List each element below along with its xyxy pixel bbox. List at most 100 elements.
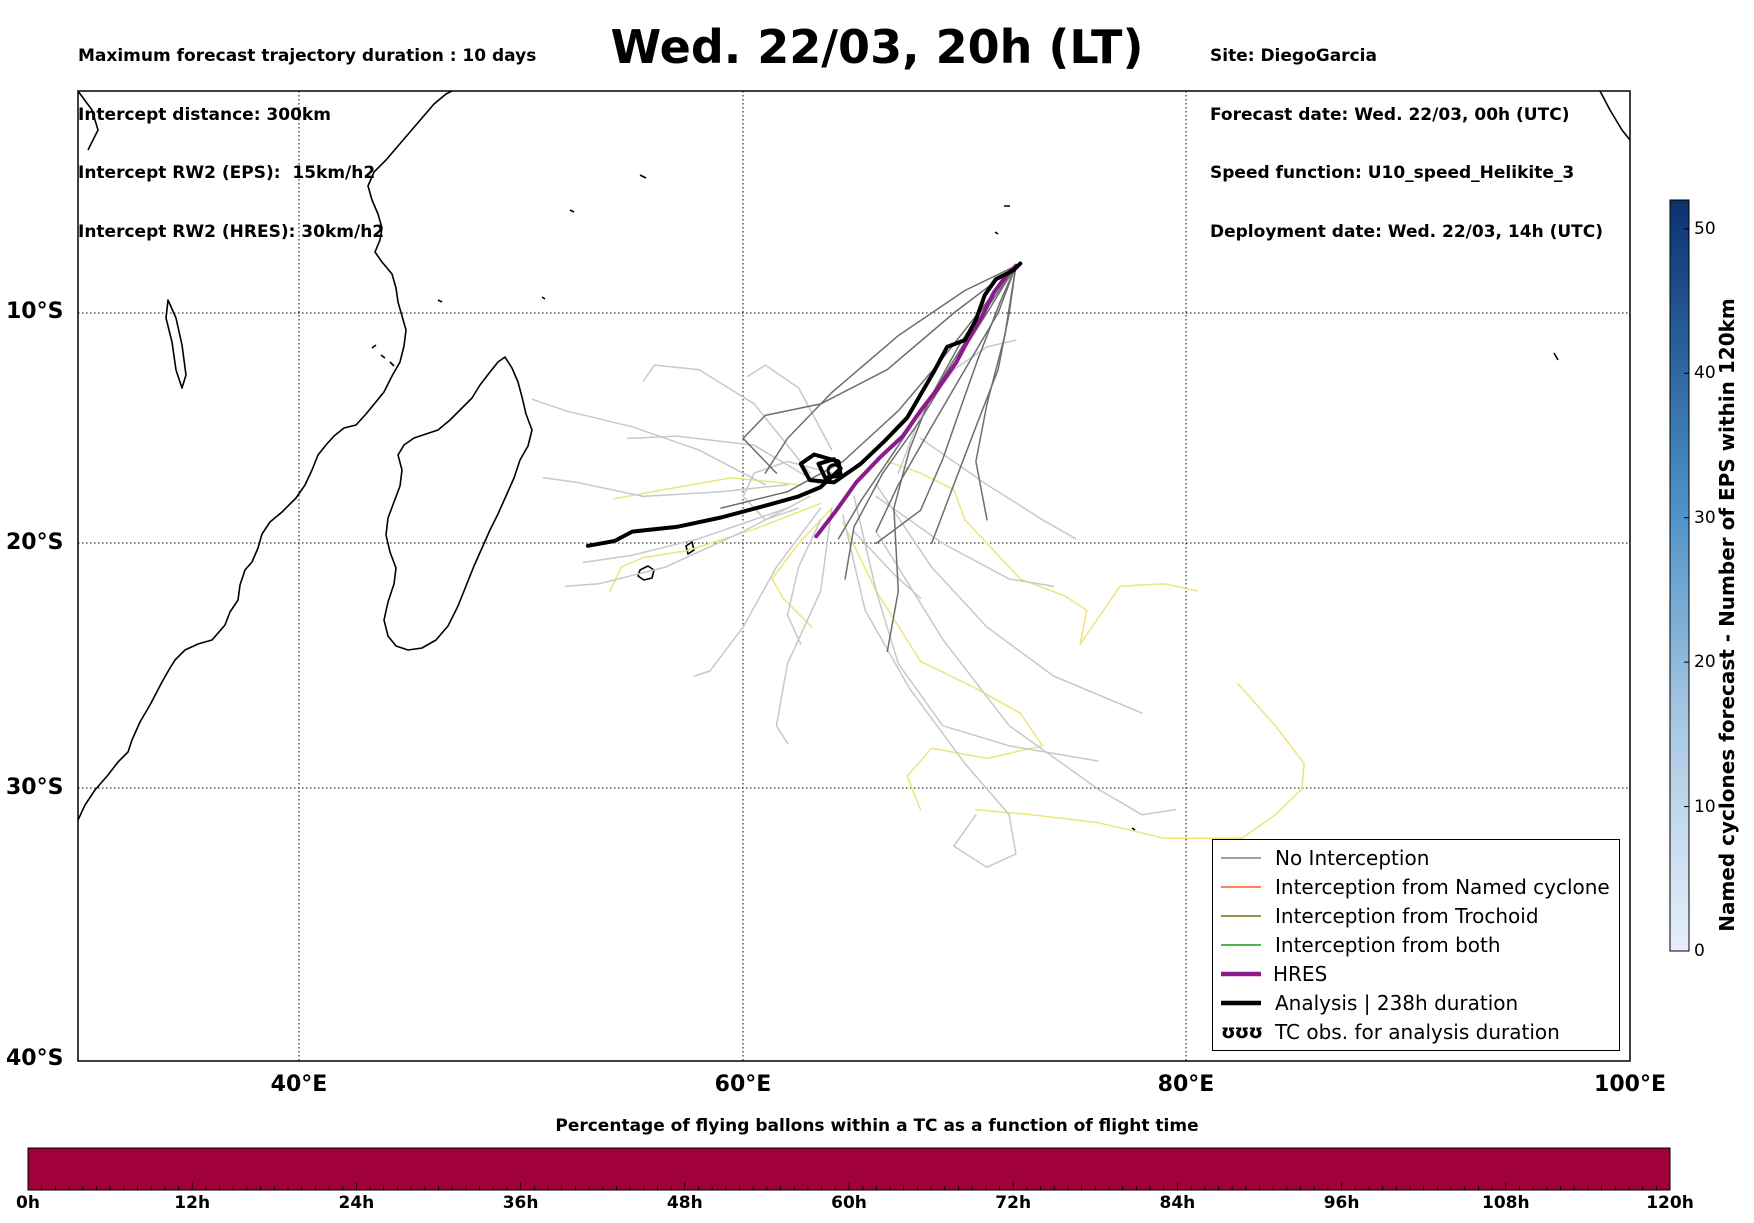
flight-time-colorbar — [27, 1147, 1671, 1191]
lat-label-10s: 10°S — [6, 299, 64, 324]
eps-track — [875, 265, 1017, 545]
coastlines — [78, 91, 1630, 831]
hres-track[interactable] — [814, 263, 1018, 539]
deployment-date-text: Deployment date: Wed. 22/03, 14h (UTC) — [1210, 221, 1604, 242]
bottom-colorbar-tick-label: 0h — [16, 1193, 40, 1213]
legend-label: No Interception — [1275, 846, 1430, 870]
tc-obs-marker — [826, 463, 842, 479]
intercept-hres-text: Intercept RW2 (HRES): 30km/h2 — [78, 221, 385, 242]
lon-label-100e: 100°E — [1594, 1072, 1666, 1097]
eps-tracks-light — [531, 339, 1177, 868]
legend-label: TC obs. for analysis duration — [1275, 1020, 1560, 1044]
eps-tracks-yellow — [609, 460, 1305, 840]
colorbar-tick-label: 40 — [1694, 363, 1716, 384]
eps-track — [919, 437, 1077, 540]
legend-label: Interception from Named cyclone — [1275, 875, 1610, 899]
bottom-colorbar-tick-label: 24h — [338, 1193, 375, 1213]
eps-track — [771, 507, 833, 628]
bottom-colorbar-tick-label: 84h — [1159, 1193, 1196, 1213]
analysis-track[interactable] — [585, 261, 1023, 548]
eps-track — [875, 483, 1143, 714]
eps-track — [531, 398, 767, 486]
lat-label-20s: 20°S — [6, 530, 64, 555]
colorbar-gradient — [1669, 199, 1690, 952]
intercept-eps-text: Intercept RW2 (EPS): 15km/h2 — [78, 163, 376, 183]
eps-track — [775, 507, 833, 745]
intercept-distance-text: Intercept distance: 300km — [78, 104, 331, 125]
reunion-coastline — [637, 565, 655, 581]
eps-track — [875, 495, 1055, 587]
eps-track — [853, 530, 922, 599]
colorbar-tick-label: 30 — [1694, 507, 1716, 528]
eps-track — [897, 339, 1017, 474]
site-parameters: Site: DiegoGarcia Forecast date: Wed. 22… — [1210, 8, 1603, 262]
eps-track — [886, 265, 1017, 653]
eps-tracks-dark — [720, 265, 1017, 653]
lon-label-60e: 60°E — [714, 1072, 772, 1097]
eps-track — [627, 435, 822, 486]
tc-obs-icon: ʊʊʊ — [1221, 1021, 1263, 1043]
eps-track — [875, 265, 1017, 533]
eps-track — [613, 476, 800, 500]
africa-coastline — [78, 91, 453, 821]
colorbar-tick-label: 20 — [1694, 652, 1716, 673]
eps-track — [742, 265, 1017, 474]
eps-track — [642, 364, 811, 474]
eps-track — [875, 530, 1177, 816]
eps-track — [742, 460, 833, 521]
comoros-coastline — [371, 344, 395, 367]
colorbar-label: Named cyclones forecast - Number of EPS … — [1715, 298, 1739, 932]
eps-track — [582, 507, 789, 564]
named-cyclone-colorbar — [1669, 199, 1690, 952]
bottom-colorbar-tick-label: 72h — [995, 1193, 1032, 1213]
eps-track — [609, 502, 822, 592]
map-frame — [77, 90, 1631, 1062]
analysis-track-line — [585, 261, 1023, 548]
colorbar-tick-label: 50 — [1694, 218, 1716, 239]
eps-track — [764, 265, 1017, 474]
colorbar-tick-label: 0 — [1694, 941, 1705, 961]
lat-label-30s: 30°S — [6, 775, 64, 800]
forecast-parameters: Maximum forecast trajectory duration : 1… — [78, 8, 536, 262]
eps-track — [842, 514, 1017, 868]
site-text: Site: DiegoGarcia — [1210, 46, 1377, 66]
bottom-colorbar-tick-label: 36h — [502, 1193, 539, 1213]
eps-track — [842, 521, 1044, 811]
bottom-colorbar-tick-label: 96h — [1323, 1193, 1360, 1213]
bottom-colorbar-tick-label: 12h — [174, 1193, 211, 1213]
eps-track — [975, 682, 1305, 840]
seychelles-coastline — [437, 174, 647, 303]
eps-track — [853, 495, 1099, 762]
bottom-colorbar-tick-label: 108h — [1482, 1193, 1530, 1213]
eps-track — [844, 265, 1017, 580]
madagascar-coastline — [383, 356, 533, 651]
bottom-colorbar-tick-label: 60h — [831, 1193, 867, 1213]
legend-label: Interception from Trochoid — [1275, 904, 1539, 928]
hres-track-line — [814, 263, 1018, 539]
eps-track — [746, 364, 833, 451]
legend-label: Interception from both — [1275, 933, 1501, 957]
eps-track — [693, 507, 822, 677]
max-duration-text: Maximum forecast trajectory duration : 1… — [78, 46, 537, 66]
speed-function-text: Speed function: U10_speed_Helikite_3 — [1210, 163, 1575, 183]
mauritius-coastline — [685, 541, 695, 555]
legend: No Interception Interception from Named … — [1212, 839, 1620, 1051]
eps-track — [975, 265, 1017, 521]
forecast-date-text: Forecast date: Wed. 22/03, 00h (UTC) — [1210, 104, 1570, 125]
eps-track — [786, 519, 822, 645]
lat-label-40s: 40°S — [6, 1046, 64, 1071]
legend-label: Analysis | 238h duration — [1275, 991, 1519, 1015]
lon-label-80e: 80°E — [1157, 1072, 1215, 1097]
bottom-colorbar-tick-label: 48h — [666, 1193, 703, 1213]
graticule — [78, 91, 1630, 1061]
arabia-coastline — [78, 91, 1630, 151]
legend-label: HRES — [1273, 962, 1328, 986]
colorbar-tick-label: 10 — [1694, 796, 1716, 817]
bottom-colorbar-tick-label: 120h — [1646, 1193, 1694, 1213]
lon-label-40e: 40°E — [270, 1072, 328, 1097]
tc-obs-markers — [826, 463, 842, 479]
eps-track — [886, 460, 1199, 645]
bottom-colorbar-title: Percentage of flying ballons within a TC… — [555, 1116, 1199, 1136]
page-title: Wed. 22/03, 20h (LT) — [610, 20, 1144, 74]
